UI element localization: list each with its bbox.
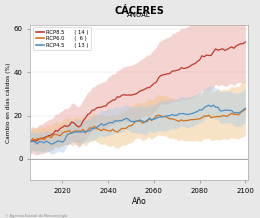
Text: ANUAL: ANUAL (127, 12, 151, 18)
Text: © Agencia Estatal de Meteorología: © Agencia Estatal de Meteorología (5, 214, 67, 218)
Legend: RCP8.5      ( 14 ), RCP6.0      (  6 ), RCP4.5      ( 13 ): RCP8.5 ( 14 ), RCP6.0 ( 6 ), RCP4.5 ( 13… (33, 27, 91, 50)
X-axis label: Año: Año (132, 197, 146, 206)
Title: CÁCERES: CÁCERES (114, 5, 164, 15)
Y-axis label: Cambio en días cálidos (%): Cambio en días cálidos (%) (5, 62, 11, 143)
